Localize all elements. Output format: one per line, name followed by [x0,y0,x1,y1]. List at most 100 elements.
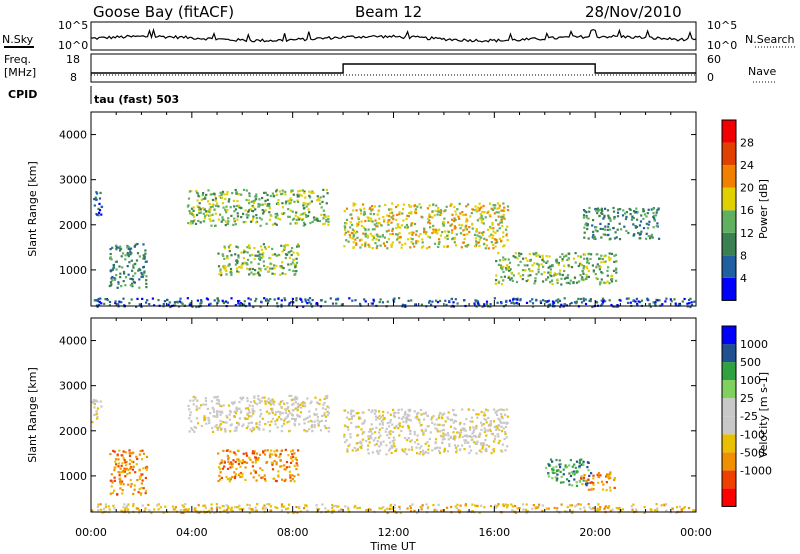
heatmap-cell [231,475,234,479]
heatmap-cell [423,418,426,421]
heatmap-cell [111,481,114,484]
heatmap-cell [275,411,278,414]
heatmap-cell [140,273,144,276]
heatmap-cell [639,237,642,240]
heatmap-cell [237,300,240,303]
heatmap-cell [551,300,555,303]
heatmap-cell [250,200,253,203]
heatmap-cell [645,232,648,235]
heatmap-cell [475,413,478,416]
heatmap-cell [434,447,437,450]
heatmap-cell [385,427,388,430]
colorbar-tick-label: 25 [740,392,754,405]
heatmap-cell [216,426,219,429]
time-tick-label: 16:00 [478,526,510,539]
heatmap-cell [402,420,405,423]
heatmap-cell [592,488,595,491]
heatmap-cell [484,429,487,432]
heatmap-cell [291,478,294,481]
heatmap-cell [506,445,509,448]
heatmap-cell [517,264,520,267]
heatmap-cell [348,297,351,300]
heatmap-cell [234,506,237,509]
heatmap-cell [134,243,137,246]
heatmap-cell [284,299,287,302]
heatmap-cell [279,193,283,196]
heatmap-cell [269,456,272,459]
heatmap-cell [202,212,205,215]
heatmap-cell [560,481,563,484]
colorbar-segment [722,326,736,345]
heatmap-cell [591,224,594,227]
heatmap-cell [255,297,258,300]
heatmap-cell [344,409,347,412]
heatmap-cell [361,411,364,414]
heatmap-cell [459,448,462,451]
heatmap-cell [211,203,214,206]
heatmap-cell [459,227,462,230]
heatmap-cell [417,235,420,238]
heatmap-cell [131,269,134,272]
heatmap-cell [245,189,248,192]
heatmap-cell [278,402,281,405]
heatmap-cell [373,205,376,208]
heatmap-cell [257,273,261,276]
heatmap-cell [445,506,449,509]
heatmap-cell [293,480,296,483]
heatmap-cell [478,209,481,212]
heatmap-cell [323,424,326,428]
heatmap-cell [395,448,398,451]
heatmap-cell [504,425,508,429]
heatmap-cell [531,264,534,267]
heatmap-cell [375,246,378,250]
heatmap-cell [241,425,244,428]
heatmap-cell [454,427,457,430]
heatmap-cell [574,505,577,508]
heatmap-cell [496,504,499,507]
heatmap-cell [352,409,355,412]
heatmap-cell [376,235,379,238]
heatmap-cell [485,434,488,437]
heatmap-cell [250,421,253,424]
heatmap-cell [398,422,401,425]
heatmap-cell [269,298,272,301]
heatmap-cell [634,210,637,213]
heatmap-cell [492,227,495,230]
heatmap-cell [459,431,463,434]
heatmap-cell [379,244,382,247]
heatmap-cell [401,303,404,306]
heatmap-cell [196,199,199,202]
heatmap-cell [480,218,483,222]
heatmap-cell [424,450,427,454]
heatmap-cell [462,214,465,217]
time-tick-label: 08:00 [277,526,309,539]
heatmap-cell [482,222,485,225]
heatmap-cell [169,305,172,309]
heatmap-cell [609,257,612,260]
heatmap-cell [220,405,223,408]
heatmap-cell [189,414,192,417]
heatmap-cell [138,511,141,514]
heatmap-cell [259,267,262,271]
heatmap-cell [564,303,567,306]
heatmap-cell [665,509,668,512]
heatmap-cell [569,504,572,507]
heatmap-cell [453,241,456,244]
heatmap-cell [406,439,409,442]
heatmap-cell [472,430,475,434]
heatmap-cell [595,226,598,229]
heatmap-cell [502,427,505,430]
heatmap-cell [193,219,196,222]
heatmap-cell [319,398,322,401]
heatmap-cell [616,228,619,231]
heatmap-cell [632,216,635,220]
heatmap-cell [585,275,588,278]
heatmap-cell [441,441,444,444]
heatmap-cell [432,504,435,507]
heatmap-cell [98,300,101,303]
heatmap-cell [148,509,151,512]
heatmap-cell [571,465,574,468]
heatmap-cell [581,276,584,279]
heatmap-cell [467,243,470,247]
